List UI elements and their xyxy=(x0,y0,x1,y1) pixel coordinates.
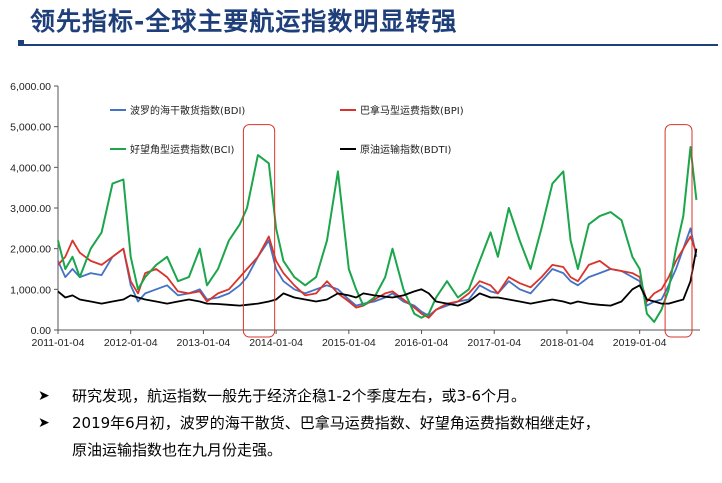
title-underline-marker xyxy=(18,40,24,46)
x-tick-label: 2018-01-04 xyxy=(540,337,594,349)
note-3-text: 原油运输指数也在九月份走强。 xyxy=(72,441,283,459)
note-2-text: 2019年6月初，波罗的海干散货、巴拿马运费指数、好望角运费指数相继走好， xyxy=(72,414,600,432)
series-line-3 xyxy=(57,146,698,323)
series-line-1 xyxy=(57,227,698,317)
arrow-bullet-icon: ➤ xyxy=(38,388,50,404)
legend-label-4: 原油运输指数(BDTI) xyxy=(360,143,452,156)
x-tick-label: 2014-01-04 xyxy=(249,337,303,349)
x-tick-label: 2015-01-04 xyxy=(322,337,376,349)
x-tick-label: 2016-01-04 xyxy=(395,337,449,349)
note-2: ➤ 2019年6月初，波罗的海干散货、巴拿马运费指数、好望角运费指数相继走好， xyxy=(38,410,600,437)
legend-label-1: 波罗的海干散货指数(BDI) xyxy=(130,104,245,117)
note-1-text: 研究发现，航运指数一般先于经济企稳1-2个季度左右，或3-6个月。 xyxy=(72,387,527,405)
legend-label-3: 好望角型运费指数(BCI) xyxy=(130,143,235,156)
x-tick-label: 2019-01-04 xyxy=(613,337,667,349)
y-tick-label: 6,000.00 xyxy=(10,81,51,93)
notes: ➤ 研究发现，航运指数一般先于经济企稳1-2个季度左右，或3-6个月。 ➤ 20… xyxy=(38,383,600,464)
y-tick-label: 4,000.00 xyxy=(10,162,51,174)
page-title: 领先指标-全球主要航运指数明显转强 xyxy=(30,7,458,36)
y-tick-label: 2,000.00 xyxy=(10,244,51,256)
note-3: 原油运输指数也在九月份走强。 xyxy=(38,437,600,464)
y-tick-label: 0.00 xyxy=(31,325,52,337)
title-underline xyxy=(18,44,718,46)
shipping-index-chart: 0.00 1,000.00 2,000.00 3,000.00 4,000.00 5,00… xyxy=(10,81,700,349)
series-line-4 xyxy=(57,248,698,307)
x-tick-label: 2017-01-04 xyxy=(467,337,521,349)
x-tick-label: 2011-01-04 xyxy=(32,337,85,349)
arrow-bullet-icon: ➤ xyxy=(38,415,50,431)
x-tick-label: 2013-01-04 xyxy=(177,337,231,349)
x-tick-label: 2012-01-04 xyxy=(104,337,158,349)
y-tick-label: 1,000.00 xyxy=(10,284,51,296)
series-line-2 xyxy=(57,235,698,319)
note-1: ➤ 研究发现，航运指数一般先于经济企稳1-2个季度左右，或3-6个月。 xyxy=(38,383,600,410)
highlight-box-2 xyxy=(664,124,693,338)
highlight-box-1 xyxy=(242,124,276,338)
legend-label-2: 巴拿马型运费指数(BPI) xyxy=(360,104,464,117)
y-tick-label: 5,000.00 xyxy=(10,122,51,134)
y-tick-label: 3,000.00 xyxy=(10,203,51,215)
